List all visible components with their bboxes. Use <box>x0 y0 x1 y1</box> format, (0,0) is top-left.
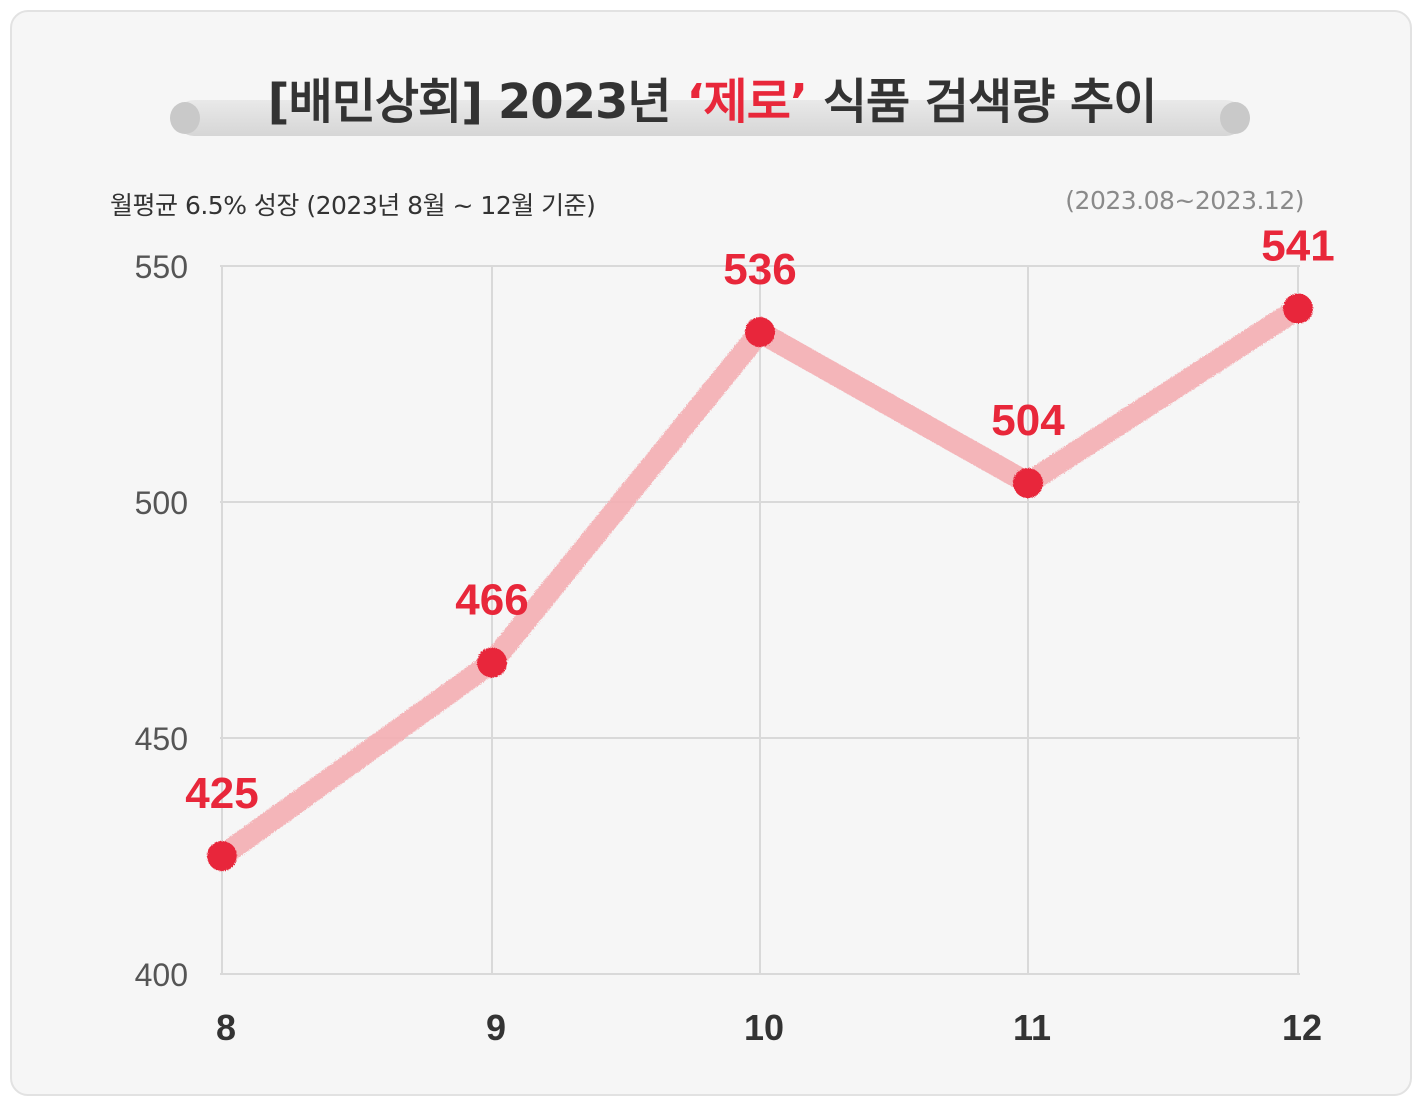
data-label: 504 <box>991 396 1065 445</box>
y-tick-label: 450 <box>135 721 188 757</box>
chart-card <box>10 10 1412 1096</box>
data-point <box>745 317 775 348</box>
data-point <box>207 841 237 871</box>
data-label: 425 <box>185 769 258 818</box>
y-tick-label: 550 <box>135 249 188 285</box>
data-label: 536 <box>723 245 796 294</box>
title-underline-bar <box>170 100 1250 136</box>
bar-right-cap <box>1220 102 1250 134</box>
x-tick-label: 11 <box>1013 1007 1051 1048</box>
chart-subtitle: 월평균 6.5% 성장 (2023년 8월 ~ 12월 기준) <box>110 191 596 220</box>
y-tick-label: 500 <box>135 485 188 521</box>
data-label: 466 <box>455 575 528 624</box>
title-highlight: ‘제로’ <box>686 74 808 130</box>
x-tick-label: 8 <box>216 1007 236 1048</box>
data-point <box>477 647 507 678</box>
title-suffix: 식품 검색량 추이 <box>807 74 1158 130</box>
date-range: (2023.08~2023.12) <box>1065 186 1304 215</box>
data-label: 541 <box>1261 221 1334 270</box>
chart-title: [배민상회] 2023년 ‘제로’ 식품 검색량 추이 <box>0 62 1424 132</box>
y-tick-label: 400 <box>135 957 188 993</box>
x-tick-label: 12 <box>1282 1007 1322 1048</box>
data-point <box>1283 293 1313 324</box>
data-point <box>1013 468 1043 499</box>
x-tick-label: 10 <box>744 1007 784 1048</box>
title-prefix: [배민상회] 2023년 <box>267 74 687 130</box>
x-tick-label: 9 <box>486 1007 506 1048</box>
title-banner: [배민상회] 2023년 ‘제로’ 식품 검색량 추이 <box>0 58 1424 148</box>
bar-left-cap <box>170 102 200 134</box>
